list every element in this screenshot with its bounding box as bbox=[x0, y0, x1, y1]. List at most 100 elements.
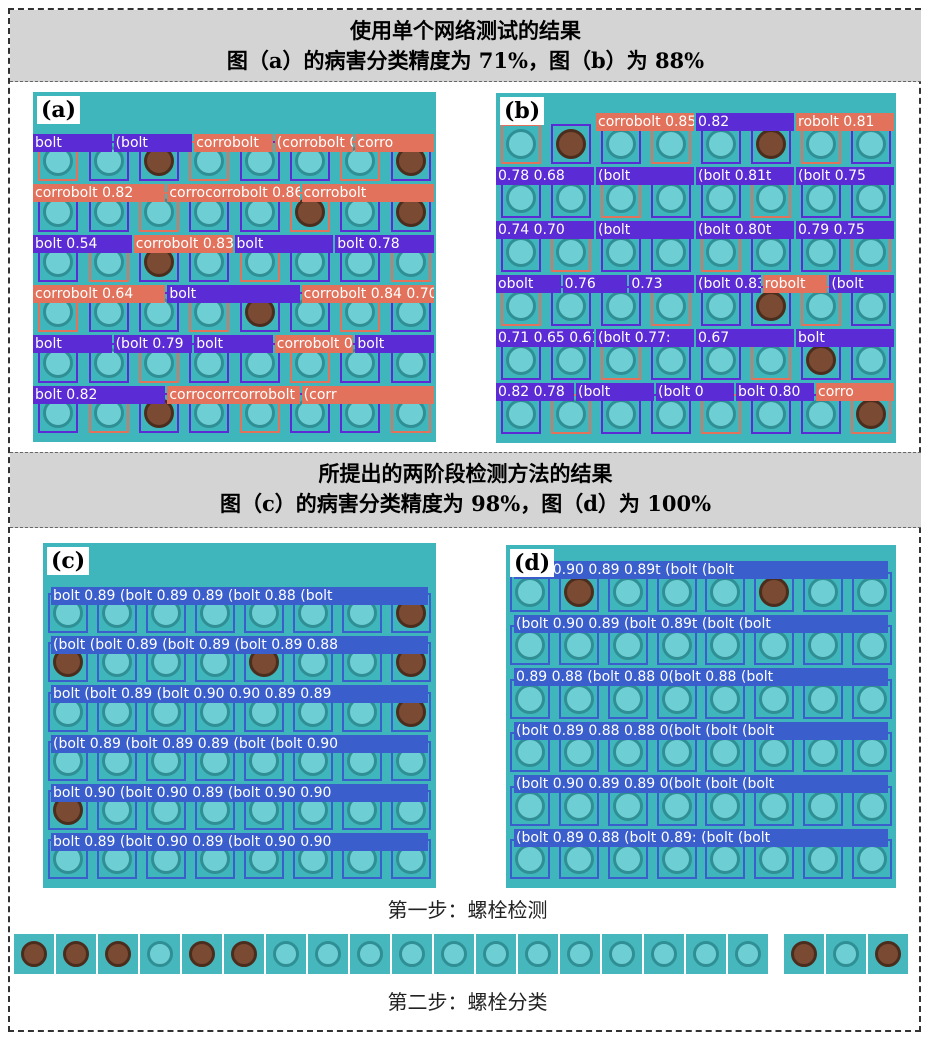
bolt-crop-head bbox=[693, 941, 719, 967]
panel-b-label: (b) bbox=[500, 97, 545, 125]
detection-tag: (bolt bbox=[113, 134, 193, 152]
detection-tag: corro bbox=[355, 134, 434, 152]
detection-tag: (bolt bbox=[829, 275, 894, 293]
detection-tag: 0.82 bbox=[696, 113, 794, 131]
detection-tag: (bolt 0.89 0.88 0.88 0(bolt (bolt (bolt bbox=[514, 721, 888, 740]
top-banner-title: 使用单个网络测试的结果 bbox=[350, 18, 581, 43]
detection-tag: (bolt 0.77: bbox=[596, 329, 694, 347]
bolt-head bbox=[515, 737, 546, 767]
bolt-crop-head bbox=[483, 941, 509, 967]
bolt-head bbox=[710, 844, 741, 874]
detection-tag: 0.76 bbox=[562, 275, 628, 293]
bolt-crop-head bbox=[441, 941, 467, 967]
detection-tag: bolt (bolt 0.89 (bolt 0.90 0.90 0.89 0.8… bbox=[51, 685, 428, 704]
detection-tag: bolt 0.54 bbox=[33, 234, 132, 253]
detection-tag: (bolt 0.80t bbox=[696, 221, 794, 239]
bolt-crop-head bbox=[315, 941, 341, 967]
detection-tag: 0.79 0.75 bbox=[796, 221, 894, 239]
bolt-crops-strip bbox=[14, 934, 910, 974]
bolt-crop-head bbox=[21, 941, 47, 967]
bolt-crop-head bbox=[63, 941, 89, 967]
bolt-crop bbox=[140, 934, 180, 974]
top-banner: 使用单个网络测试的结果 图（a）的病害分类精度为 71%，图（b）为 88% bbox=[10, 10, 921, 82]
bolt-crop-head bbox=[399, 941, 425, 967]
bolt-head bbox=[506, 237, 536, 267]
bolt-crop-head bbox=[791, 941, 817, 967]
detection-tag: (bolt 0.79 bbox=[113, 335, 193, 354]
bolt-head bbox=[612, 790, 643, 821]
bolt-crop bbox=[266, 934, 306, 974]
bolt-crop-head bbox=[105, 941, 131, 967]
bolt-head bbox=[706, 399, 736, 429]
detection-tag: (bolt 0.90 0.89 0.89t (bolt (bolt bbox=[514, 561, 888, 579]
detection-tag: (corrobolt 0.85 bbox=[274, 134, 354, 152]
bolt-crop bbox=[14, 934, 54, 974]
detection-tag: 0.67 bbox=[696, 329, 794, 347]
bolt-head bbox=[759, 790, 790, 821]
bolt-head bbox=[806, 291, 836, 321]
bolt-crop-head bbox=[567, 941, 593, 967]
bolt-crop bbox=[476, 934, 516, 974]
bolt-head bbox=[506, 183, 536, 213]
bolt-crop bbox=[56, 934, 96, 974]
bolt-crop bbox=[392, 934, 432, 974]
bolt-crop bbox=[826, 934, 866, 974]
detection-tag: corrocorrcorrobolt 0.85 bbox=[167, 385, 300, 404]
detection-tag: robolt bbox=[762, 275, 828, 293]
bolt-crop bbox=[224, 934, 264, 974]
detection-tag: bolt bbox=[33, 134, 112, 152]
bolt-crop bbox=[308, 934, 348, 974]
bolt-crop bbox=[686, 934, 726, 974]
detection-tag: bolt bbox=[355, 335, 434, 354]
detection-box bbox=[501, 124, 541, 164]
detection-tag: corrobolt 0.64 bbox=[33, 285, 166, 303]
bolt-head bbox=[710, 790, 741, 821]
bolt-head bbox=[807, 576, 838, 607]
bottom-banner-title: 所提出的两阶段检测方法的结果 bbox=[318, 461, 613, 486]
detection-tag: corrocorrobolt 0.86 bbox=[167, 184, 300, 203]
bolt-crop bbox=[182, 934, 222, 974]
detection-tag: bolt bbox=[33, 335, 112, 354]
detection-tag: 0.78 0.68 bbox=[496, 167, 594, 185]
detection-tag: bolt 0.82 bbox=[33, 385, 166, 404]
bolt-head bbox=[756, 291, 786, 321]
bolt-head bbox=[759, 737, 790, 767]
bolt-crop-head bbox=[833, 941, 859, 967]
panel-d-label: (d) bbox=[510, 549, 555, 577]
bolt-crop-head bbox=[189, 941, 215, 967]
detection-tag: (bolt (bolt 0.89 (bolt 0.89 (bolt 0.89 0… bbox=[51, 636, 428, 655]
bolt-head bbox=[661, 576, 692, 607]
panel-c-label: (c) bbox=[47, 547, 90, 575]
bolt-crop bbox=[98, 934, 138, 974]
detection-tag: (bolt bbox=[576, 383, 654, 401]
detection-tag: robolt 0.81 bbox=[796, 113, 894, 131]
detection-tag: corrobolt bbox=[194, 134, 273, 152]
panel-b: (b) corrobolt 0.85 0.82 robolt 0.81 0.78 0.… bbox=[496, 93, 896, 443]
step1-label: 第一步：螺栓检测 bbox=[387, 898, 548, 922]
detection-tag: 0.71 0.65 0.61 bbox=[496, 329, 594, 347]
detection-tag: obolt bbox=[496, 275, 561, 293]
detection-tag: 0.73 bbox=[629, 275, 694, 293]
detection-tag: bolt bbox=[167, 285, 300, 303]
panel-a-label: (a) bbox=[37, 96, 81, 124]
detection-tag: corrobolt 0.84 0.70 bbox=[301, 285, 434, 303]
detection-tag: (bolt 0 bbox=[656, 383, 734, 401]
bolt-crop-head bbox=[231, 941, 257, 967]
detection-tag: corrobolt 0.85 bbox=[274, 335, 354, 354]
bolt-head bbox=[706, 129, 736, 159]
detection-tag: bolt bbox=[194, 335, 273, 354]
bolt-crop-head bbox=[273, 941, 299, 967]
bolt-crop bbox=[644, 934, 684, 974]
bolt-crop-head bbox=[609, 941, 635, 967]
bolt-head bbox=[661, 844, 692, 874]
bolt-crop bbox=[868, 934, 908, 974]
bolt-crop-head bbox=[651, 941, 677, 967]
detection-tag: 0.74 0.70 bbox=[496, 221, 594, 239]
bolt-head bbox=[661, 737, 692, 767]
bolt-head bbox=[807, 844, 838, 874]
detection-tag: (bolt 0.89 (bolt 0.89 0.89 (bolt (bolt 0… bbox=[51, 734, 428, 753]
bolt-head bbox=[656, 237, 686, 267]
bolt-crop bbox=[350, 934, 390, 974]
detection-tag: (bolt bbox=[596, 221, 694, 239]
